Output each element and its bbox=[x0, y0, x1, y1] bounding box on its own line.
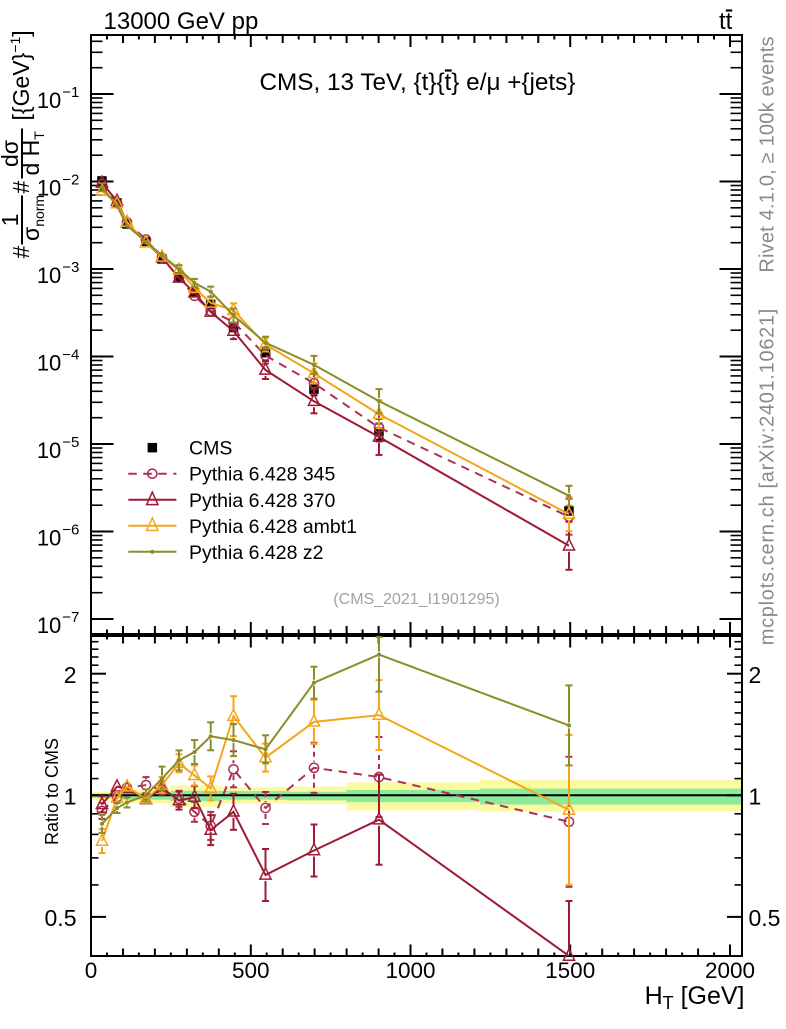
svg-text:1: 1 bbox=[0, 214, 23, 227]
svg-text:−3: −3 bbox=[62, 259, 79, 276]
svg-text:10: 10 bbox=[37, 351, 61, 376]
svg-text:#: # bbox=[8, 181, 34, 194]
svg-text:Ratio to CMS: Ratio to CMS bbox=[42, 738, 62, 845]
svg-text:CMS: CMS bbox=[189, 438, 232, 460]
svg-text:0: 0 bbox=[85, 958, 98, 983]
svg-text:1: 1 bbox=[64, 784, 77, 810]
svg-text:10: 10 bbox=[37, 263, 61, 288]
svg-text:10: 10 bbox=[37, 526, 61, 551]
svg-text:HT [GeV]: HT [GeV] bbox=[645, 982, 745, 1013]
svg-text:−6: −6 bbox=[62, 522, 79, 539]
svg-text:dσ: dσ bbox=[0, 140, 23, 167]
svg-text:−1: −1 bbox=[62, 84, 79, 101]
svg-text:0.5: 0.5 bbox=[45, 905, 77, 931]
svg-text:Pythia 6.428 370: Pythia 6.428 370 bbox=[189, 490, 336, 512]
svg-text:Pythia 6.428 345: Pythia 6.428 345 bbox=[189, 464, 336, 486]
svg-text:−2: −2 bbox=[62, 172, 79, 189]
svg-text:−7: −7 bbox=[62, 609, 79, 626]
svg-text:2000: 2000 bbox=[705, 958, 755, 983]
svg-text:tt: tt bbox=[719, 8, 733, 35]
svg-text:−5: −5 bbox=[62, 434, 79, 451]
svg-text:0.5: 0.5 bbox=[749, 905, 781, 931]
svg-text:(CMS_2021_I1901295): (CMS_2021_I1901295) bbox=[333, 591, 499, 608]
svg-text:2: 2 bbox=[749, 662, 762, 688]
svg-text:13000 GeV pp: 13000 GeV pp bbox=[104, 8, 259, 35]
svg-text:10: 10 bbox=[37, 613, 61, 638]
svg-text:−4: −4 bbox=[62, 347, 79, 364]
svg-text:Pythia 6.428 z2: Pythia 6.428 z2 bbox=[189, 542, 323, 564]
svg-text:Rivet 4.1.0, ≥ 100k events: Rivet 4.1.0, ≥ 100k events bbox=[757, 36, 779, 272]
svg-text:1500: 1500 bbox=[545, 958, 595, 983]
svg-text:#: # bbox=[8, 246, 34, 259]
svg-text:mcplots.cern.ch [arXiv:2401.10: mcplots.cern.ch [arXiv:2401.10621] bbox=[757, 308, 779, 645]
svg-text:10: 10 bbox=[37, 438, 61, 463]
svg-text:500: 500 bbox=[232, 958, 270, 983]
svg-text:CMS, 13 TeV, {t}{t} e/μ +{jets: CMS, 13 TeV, {t}{t} e/μ +{jets} bbox=[260, 69, 576, 96]
svg-text:2: 2 bbox=[64, 662, 77, 688]
svg-text:1000: 1000 bbox=[385, 958, 435, 983]
svg-text:10: 10 bbox=[37, 88, 61, 113]
svg-text:Pythia 6.428 ambt1: Pythia 6.428 ambt1 bbox=[189, 516, 357, 538]
svg-text:1: 1 bbox=[749, 784, 762, 810]
svg-text:10: 10 bbox=[37, 176, 61, 201]
